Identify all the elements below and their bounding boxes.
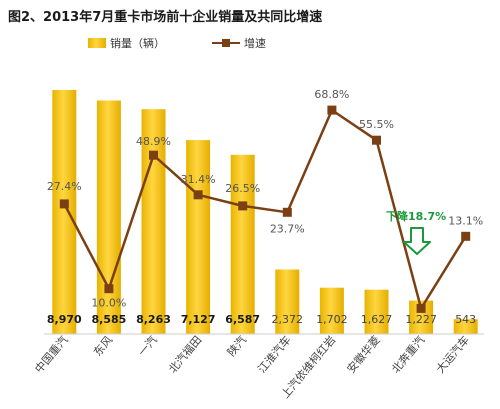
category-label: 大运汽车 [433,333,472,376]
growth-point [193,190,203,200]
growth-value-labels: 27.4% 10.0% 48.9% 31.4% 26.5% 23.7% 68.8% 55.5%… [47,88,483,310]
growth-point [282,207,292,217]
growth-value-label: 68.8% [314,88,349,101]
category-label: 北奔重汽 [388,333,427,376]
bar [141,109,166,334]
bar-series [52,90,478,334]
down-arrow-icon [403,227,431,255]
bar [275,269,300,334]
bar-value-label: 6,587 [225,313,260,326]
growth-value-label: 48.9% [136,135,171,148]
chart-title: 图2、2013年7月重卡市场前十企业销量及共同比增速 [8,9,322,25]
bar [186,140,211,334]
growth-value-label: 27.4% [47,180,82,193]
legend: 销量（辆） 增速 [88,36,266,50]
annotation-text: 下降18.7% [386,209,446,223]
bar-value-label: 2,372 [272,313,304,326]
bar-value-label: 1,627 [361,313,393,326]
growth-value-label: 10.0% [91,297,126,310]
growth-value-label: 13.1% [448,214,483,227]
growth-value-label: 26.5% [225,182,260,195]
category-label: 安徽华菱 [344,333,383,376]
legend-label-growth: 增速 [244,36,266,50]
growth-line [63,108,467,310]
growth-point [327,105,337,115]
bar-value-label: 1,227 [405,313,437,326]
bar [319,287,344,334]
growth-point [104,284,114,294]
bar-value-label: 7,127 [181,313,216,326]
growth-value-label: 31.4% [181,173,216,186]
legend-label-sales: 销量（辆） [110,36,165,50]
bar [364,289,389,334]
growth-line-series [59,105,471,313]
growth-point [416,303,426,313]
bar [52,90,77,334]
bar [453,319,478,334]
bar-value-labels: 8,970 8,585 8,263 7,127 6,587 2,372 1,702 1,627… [47,313,476,326]
category-label: 陕汽 [224,333,249,359]
growth-point [59,199,69,209]
growth-point [149,150,158,160]
bar [230,154,255,334]
growth-point [238,201,248,211]
legend-marker-growth [222,39,230,47]
bar-value-label: 1,702 [316,313,348,326]
category-label: 一汽 [135,333,160,359]
legend-swatch-sales [88,38,106,48]
bar-value-label: 8,263 [136,313,171,326]
category-label: 北汽福田 [165,333,204,376]
growth-point [461,231,471,241]
bar-value-label: 543 [455,313,476,326]
annotation: 下降18.7% [386,209,446,255]
category-label: 中国重汽 [32,333,71,376]
bar [96,100,121,334]
growth-point [372,135,381,145]
category-label: 江淮汽车 [255,333,294,376]
bar-value-label: 8,585 [92,313,127,326]
growth-value-label: 23.7% [270,222,305,235]
bar-value-label: 8,970 [47,313,82,326]
growth-value-label: 55.5% [359,118,394,131]
category-label: 东风 [91,334,115,359]
